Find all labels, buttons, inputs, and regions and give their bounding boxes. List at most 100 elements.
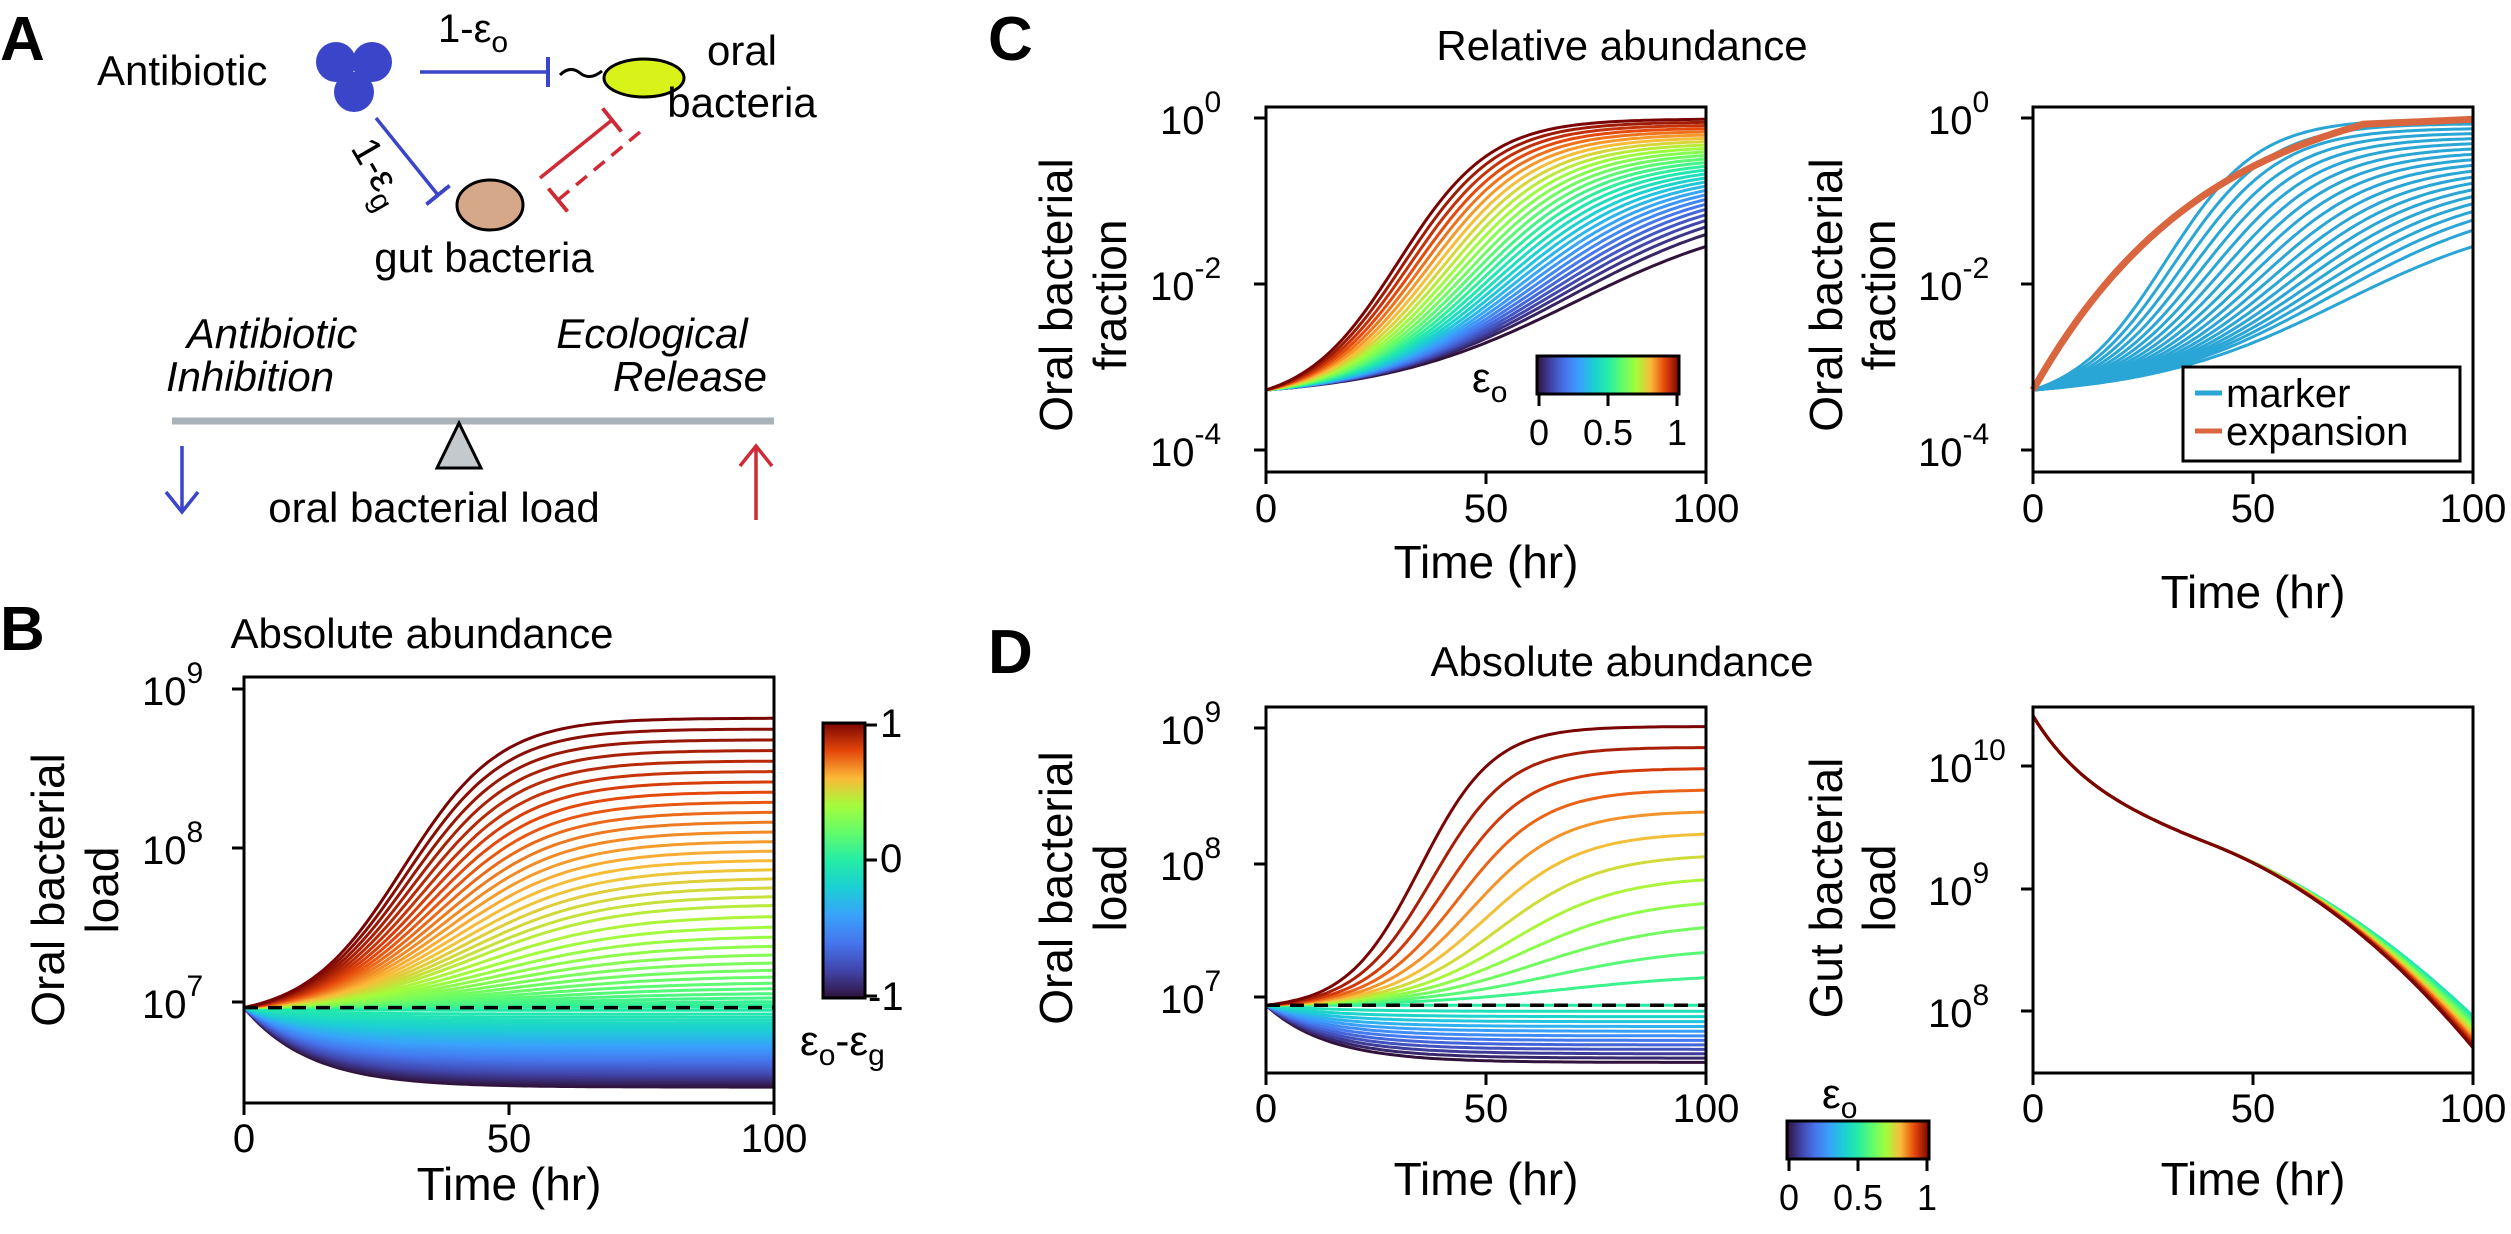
antibiotic-icon	[316, 42, 392, 112]
panel-c-left-ytick-1e-2: 10-2	[1150, 252, 1221, 309]
panel-d-left-series-22	[1265, 767, 1706, 1007]
oral-bacteria-icon	[558, 57, 686, 99]
panel-b-colorbar: 1 0 -1 εo-εg	[800, 702, 904, 1072]
panel-c-right-ylabel-line1: Oral bacterial	[1800, 158, 1852, 432]
panel-b: B Absolute abundance 0 50 100 107 108 10…	[0, 595, 904, 1210]
panel-c-right-ytick-1e0: 100	[1928, 86, 1989, 143]
panel-c-left-ylabel-line2: fraction	[1084, 220, 1136, 371]
panel-c-left-series-29	[1265, 117, 1706, 392]
panel-d-right-series-21	[2031, 715, 2475, 1045]
panel-c-right-ylabel-line2: fraction	[1853, 220, 1905, 371]
panel-b-series-63	[243, 780, 774, 1010]
panel-c-left-series-21	[1265, 143, 1707, 392]
antibiotic-to-gut-inhibition	[374, 116, 451, 206]
panel-b-ytick-1e8: 108	[142, 816, 203, 873]
panel-b-ytick-1e7: 107	[142, 970, 203, 1027]
panel-c-cbtick-0: 0	[1529, 412, 1549, 453]
panel-d-left-xtick-50: 50	[1464, 1087, 1509, 1131]
panel-d-left-series-6	[1265, 1003, 1706, 1038]
panel-d-right-series-22	[2031, 715, 2475, 1047]
edge-left-label: 1-εg	[335, 131, 415, 218]
panel-d-right-series-16	[2031, 715, 2475, 1039]
panel-c-left-xlabel: Time (hr)	[1394, 536, 1579, 588]
panel-label-b: B	[0, 595, 45, 664]
panel-b-cbtick-0: 0	[880, 837, 902, 881]
panel-c-left-ylabel-line1: Oral bacterial	[1030, 158, 1082, 432]
panel-d-right-series-7	[2031, 715, 2475, 1027]
panel-c-left-series-27	[1265, 124, 1707, 392]
panel-a: A Antibiotic oral bacteria gut bacteria …	[0, 5, 817, 531]
panel-b-series-31	[243, 1006, 774, 1022]
panel-b-series-62	[243, 790, 774, 1010]
panel-d-right-series-9	[2031, 715, 2475, 1030]
panel-d-left-x-ticks: 0 50 100	[1255, 1073, 1740, 1131]
panel-c-right-marker-series-11	[2032, 158, 2474, 392]
edge-top-label: 1-εo	[438, 7, 508, 59]
legend-expansion-label: expansion	[2226, 410, 2408, 454]
balance-label: oral bacterial load	[268, 484, 600, 531]
panel-d-right-series-20	[2031, 715, 2475, 1044]
panel-d-right-series-19	[2031, 715, 2475, 1043]
panel-d-right-ytick-1e10: 1010	[1928, 734, 2006, 791]
panel-d-right-series-10	[2031, 715, 2475, 1031]
panel-c-right-xtick-0: 0	[2022, 487, 2044, 531]
down-arrow-icon	[164, 446, 200, 515]
panel-d-left-xlabel: Time (hr)	[1394, 1153, 1579, 1205]
panel-d: D Absolute abundance 0 50 100 107 108 10…	[988, 618, 2506, 1218]
panel-d-right-series-15	[2031, 715, 2475, 1037]
panel-d-left-series-21	[1265, 788, 1707, 1007]
panel-d-left-xtick-100: 100	[1673, 1087, 1740, 1131]
panel-c-left-series-24	[1265, 133, 1707, 392]
oral-label-line2: bacteria	[667, 79, 817, 126]
panel-b-ylabel-line2: load	[76, 847, 128, 934]
panel-b-xlabel: Time (hr)	[417, 1158, 602, 1210]
panel-b-cbtick-neg1: -1	[868, 975, 904, 1019]
panel-b-series-66	[243, 749, 774, 1010]
panel-b-series-65	[243, 759, 774, 1010]
panel-d-right-series-14	[2031, 715, 2475, 1036]
panel-d-left-series-10	[1265, 1003, 1706, 1019]
panel-d-colorbar: εo 0 0.5 1	[1779, 1070, 1937, 1218]
panel-b-series-34	[243, 1006, 774, 1012]
panel-c: C Relative abundance 0 50 100 100 10-2 1…	[988, 5, 2506, 618]
panel-c-right-marker-series-19	[2032, 117, 2473, 392]
panel-d-left-series-20	[1265, 810, 1707, 1007]
panel-c-left-xtick-0: 0	[1255, 487, 1277, 531]
panel-b-series-28	[243, 1006, 774, 1030]
panel-d-left-y-ticks: 107 108 109	[1160, 696, 1266, 1022]
panel-c-left-series-23	[1265, 136, 1707, 392]
panel-c-right-x-ticks: 0 50 100	[2022, 472, 2506, 531]
panel-b-series-group	[242, 716, 775, 1089]
panel-c-left-y-ticks: 100 10-2 10-4	[1150, 86, 1266, 475]
panel-c-right-xtick-50: 50	[2231, 487, 2276, 531]
panel-c-left-series-25	[1265, 130, 1707, 392]
panel-c-left-series-group	[1265, 117, 1707, 392]
panel-d-left-ytick-1e9: 109	[1160, 696, 1221, 753]
panel-c-right-expansion-series	[2029, 115, 2474, 392]
gut-to-oral-inhibition	[538, 107, 623, 180]
panel-c-right-marker-series-14	[2032, 142, 2474, 392]
oral-to-gut-inhibition	[546, 130, 642, 213]
panel-d-left-series-23	[1265, 746, 1706, 1007]
panel-d-title: Absolute abundance	[1431, 638, 1814, 685]
panel-b-series-17	[243, 1006, 774, 1056]
panel-d-left-series-19	[1265, 832, 1707, 1007]
panel-d-right-series-24	[2031, 715, 2475, 1049]
panel-d-right-x-ticks: 0 50 100	[2022, 1073, 2506, 1131]
panel-b-series-25	[243, 1006, 774, 1038]
panel-d-colorbar-label: εo	[1822, 1070, 1857, 1125]
antibiotic-inhibition-line2: Inhibition	[166, 353, 334, 400]
panel-d-left-series-0	[1265, 1004, 1706, 1064]
panel-b-y-ticks: 107 108 109	[142, 657, 244, 1027]
panel-c-left-xtick-50: 50	[1464, 487, 1509, 531]
panel-d-left-series-5	[1265, 1003, 1706, 1042]
panel-c-right-ytick-1e-4: 10-4	[1918, 418, 1989, 475]
panel-b-series-20	[243, 1006, 774, 1049]
antibiotic-inhibition-line1: Antibiotic	[184, 310, 357, 357]
panel-b-xtick-0: 0	[233, 1117, 255, 1161]
panel-b-ylabel-line1: Oral bacterial	[22, 753, 74, 1027]
panel-b-x-ticks: 0 50 100	[233, 1103, 807, 1161]
panel-c-right-series-group	[2029, 115, 2474, 392]
panel-d-right-series-13	[2031, 715, 2475, 1035]
panel-c-left-xtick-100: 100	[1673, 487, 1740, 531]
